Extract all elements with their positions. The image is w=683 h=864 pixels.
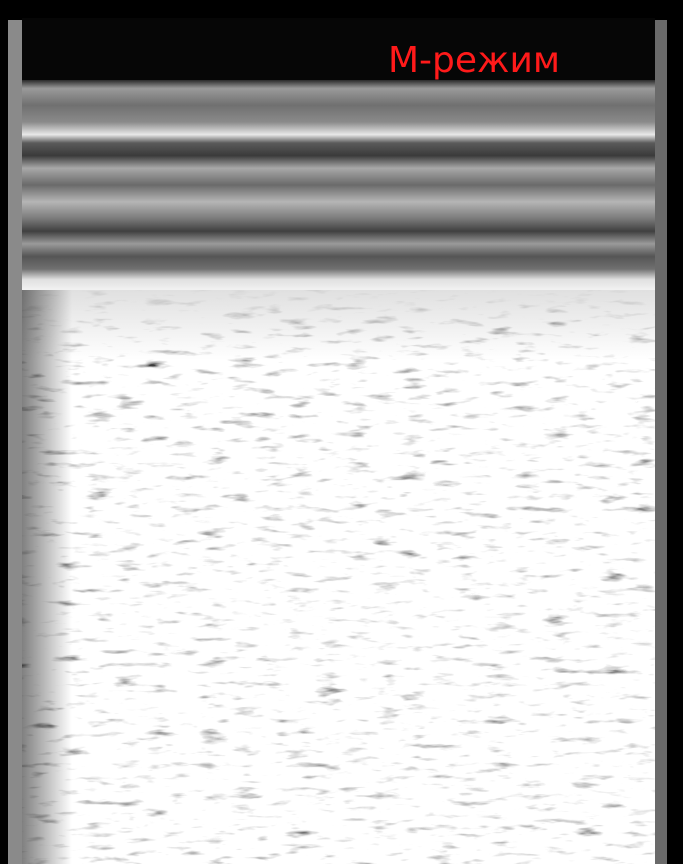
right-border (655, 20, 667, 864)
left-shade (22, 290, 72, 864)
left-border (8, 20, 22, 864)
tissue-layers (22, 80, 655, 290)
header-band (22, 18, 655, 80)
speckle-region (22, 290, 655, 864)
mode-label: М-режим (388, 40, 560, 81)
pleural-glow (22, 290, 655, 360)
